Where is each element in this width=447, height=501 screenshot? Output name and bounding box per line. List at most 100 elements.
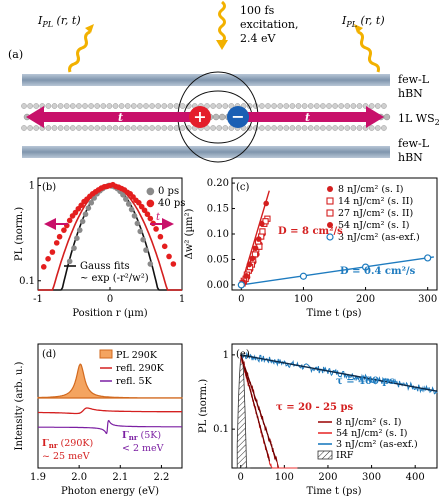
c-point-4 — [299, 272, 308, 280]
c-legend-label-0: 8 nJ/cm² (s. I) — [338, 184, 403, 195]
sulfur-atom — [374, 125, 381, 131]
b-point-0ps — [91, 195, 97, 201]
c-point-3 — [243, 272, 250, 279]
sulfur-atom — [130, 103, 137, 109]
tungsten-atom — [212, 113, 220, 121]
panel-a: (a) 100 fs excitation, 2.4 eV IPL (r, t)… — [8, 0, 440, 164]
sulfur-atom — [33, 125, 40, 131]
sulfur-atom — [344, 103, 351, 109]
sulfur-atom — [295, 125, 302, 131]
sulfur-atom — [283, 103, 290, 109]
sulfur-atom — [216, 103, 223, 109]
sulfur-atom — [51, 125, 58, 131]
tungsten-atom — [383, 113, 391, 121]
c-legend-label-1: 14 nJ/cm² (s. II) — [338, 196, 413, 207]
b-point-0ps — [140, 236, 146, 243]
c-point-3 — [252, 245, 259, 252]
sulfur-atom — [289, 103, 296, 109]
sulfur-atom — [381, 125, 387, 131]
sulfur-atom — [332, 125, 338, 131]
arrow-label-right: t — [305, 111, 310, 124]
sulfur-atom — [210, 103, 216, 109]
sulfur-atom — [118, 103, 125, 109]
e-legend-label-0: 8 nJ/cm² (s. I) — [336, 417, 401, 428]
hbn-bottom-layer — [22, 146, 390, 158]
c-legend-marker-4 — [326, 233, 334, 241]
sulfur-atom — [179, 125, 186, 131]
sulfur-atom — [277, 103, 284, 109]
panel-e-frame — [231, 343, 438, 469]
panel-c-xlabel: Time t (ps) — [307, 308, 362, 319]
d-refl-290k — [38, 407, 182, 415]
sulfur-atom — [82, 103, 88, 109]
c-xtick-label: 0 — [238, 294, 244, 305]
b-xtick-label: -1 — [33, 294, 43, 305]
sulfur-atom — [21, 125, 27, 131]
sulfur-atom — [326, 103, 332, 109]
minus-sign: − — [231, 107, 244, 126]
b-point-40ps — [49, 249, 56, 255]
e-annotation-fast: τ = 20 - 25 ps — [276, 402, 353, 413]
b-point-0ps — [71, 245, 77, 251]
sulfur-atom — [143, 125, 149, 131]
sulfur-atom — [222, 103, 229, 109]
b-point-40ps — [144, 211, 151, 218]
sulfur-atom — [167, 125, 174, 131]
b-point-40ps — [136, 199, 142, 206]
b-point-0ps — [125, 201, 132, 207]
b-xtick-label: 0 — [107, 294, 113, 305]
electron-charge-icon — [227, 106, 249, 128]
c-annotation-fast: D = 8 cm²/s — [278, 226, 343, 237]
e-decay-3nj — [240, 351, 438, 395]
b-point-40ps — [141, 207, 148, 214]
b-point-40ps — [61, 227, 67, 233]
sulfur-atom — [94, 103, 101, 109]
b-legend-label-0: 0 ps — [158, 186, 179, 197]
b-point-0ps — [82, 211, 89, 218]
diffusion-arrowhead-right-icon — [366, 106, 384, 128]
sulfur-atom — [100, 125, 107, 131]
top-layer-label-1: few-L — [398, 73, 430, 86]
sulfur-atom — [320, 103, 326, 109]
sulfur-atom — [301, 125, 308, 131]
panel-e: 0 100 200 300 400 0.1 1 τ = 400 ps τ = 20 - 25 p… — [198, 343, 438, 497]
sulfur-atom — [149, 103, 155, 109]
sulfur-atom — [271, 103, 277, 109]
d-annotation-290k: Γnr (290K) — [42, 438, 93, 450]
panel-d-ylabel: Intensity (arb. u.) — [14, 361, 25, 450]
sulfur-atom — [45, 125, 52, 131]
b-point-40ps — [72, 209, 79, 216]
b-t-label: t — [156, 212, 161, 223]
sulfur-atom — [374, 103, 381, 109]
sulfur-atom — [124, 103, 131, 109]
b-point-40ps — [161, 243, 168, 250]
b-legend-marker-1: ● — [146, 198, 155, 209]
d-xtick-label: 1.9 — [30, 472, 46, 483]
c-ytick-label: 0.05 — [207, 254, 229, 265]
b-point-0ps — [134, 220, 141, 227]
hbn-top-layer — [22, 74, 390, 86]
panel-e-label: (e) — [236, 349, 250, 360]
b-legend-fit-formula: ~ exp (-r²/w²) — [80, 273, 149, 284]
sulfur-atom — [149, 125, 155, 131]
sulfur-atom — [179, 103, 186, 109]
sulfur-atom — [63, 103, 70, 109]
excitation-line-3: 2.4 eV — [240, 32, 277, 45]
sulfur-atom — [106, 125, 113, 131]
b-point-0ps — [128, 206, 135, 213]
sulfur-atom — [313, 103, 320, 109]
d-legend-marker-0 — [99, 349, 113, 359]
d-pl-290k — [37, 363, 183, 399]
sulfur-atom — [301, 103, 308, 109]
ipl-right: IPL (r, t) — [341, 14, 385, 29]
c-point-4 — [361, 263, 370, 271]
panel-d-frame — [37, 343, 183, 469]
sulfur-atom — [100, 103, 107, 109]
sulfur-atom — [155, 103, 162, 109]
sulfur-atom — [338, 103, 345, 109]
sulfur-atom — [106, 103, 113, 109]
ipl-left: IPL (r, t) — [37, 14, 81, 29]
b-point-40ps — [78, 202, 84, 209]
sulfur-atom — [118, 125, 125, 131]
